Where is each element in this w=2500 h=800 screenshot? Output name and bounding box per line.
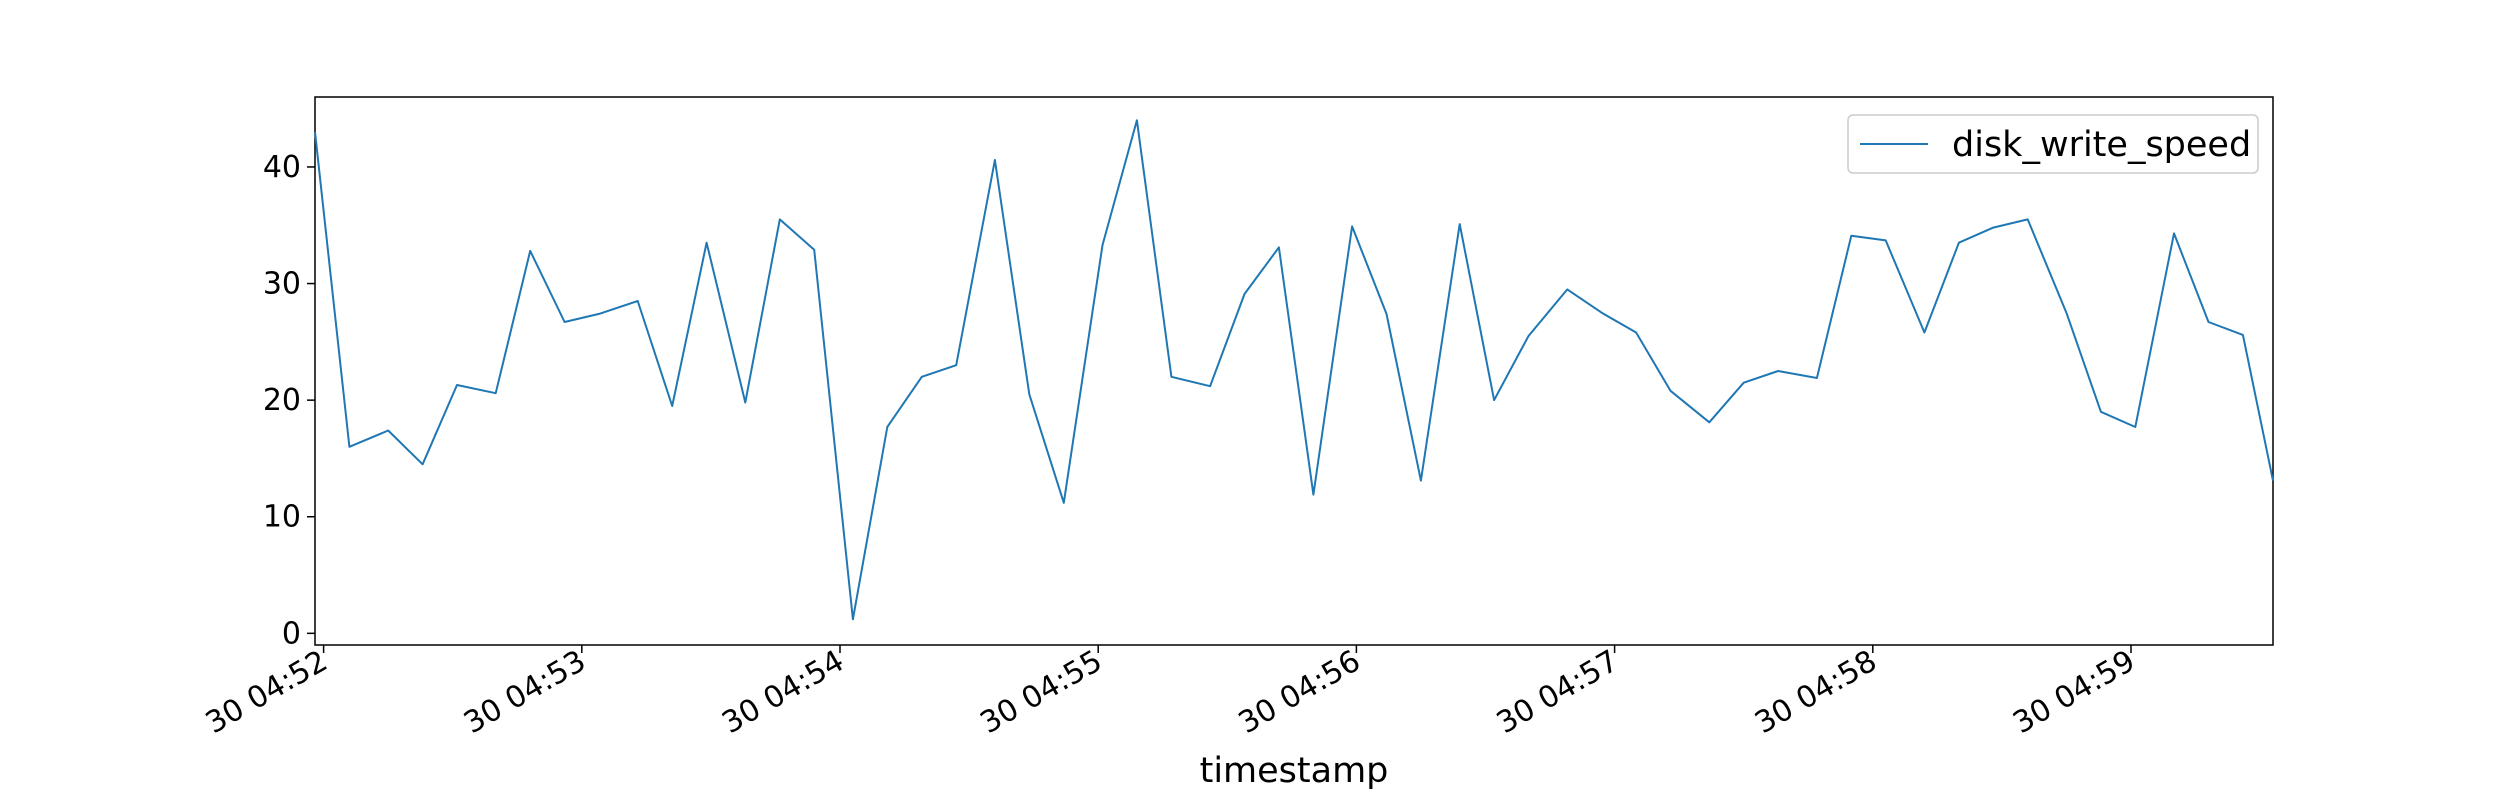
y-tick-label: 0	[282, 616, 301, 651]
series-line-disk_write_speed	[314, 119, 2274, 621]
x-tick-label: 30 04:53	[458, 644, 592, 741]
x-axis-title: timestamp	[1200, 751, 1389, 791]
plot-area	[314, 96, 2274, 646]
plot-frame	[314, 96, 2274, 646]
y-axis: 0 10 20 30 40	[263, 150, 315, 651]
x-axis: 30 04:52 30 04:53 30 04:54 30 04:55 30 04:56…	[200, 644, 2141, 741]
legend: disk_write_speed	[1847, 114, 2259, 174]
x-tick-label: 30 04:56	[1233, 644, 1367, 741]
x-tick-label: 30 04:59	[2007, 644, 2141, 741]
legend-box	[1847, 114, 2259, 174]
x-tick-label: 30 04:52	[200, 644, 334, 741]
y-tick-label: 10	[263, 500, 301, 535]
legend-label: disk_write_speed	[1952, 125, 2251, 165]
x-tick-label: 30 04:54	[716, 644, 850, 741]
y-tick-label: 20	[263, 383, 301, 418]
x-tick-label: 30 04:57	[1491, 644, 1625, 741]
y-tick-label: 30	[263, 267, 301, 302]
x-tick-label: 30 04:58	[1749, 644, 1883, 741]
y-tick-label: 40	[263, 150, 301, 185]
x-tick-label: 30 04:55	[975, 644, 1109, 741]
